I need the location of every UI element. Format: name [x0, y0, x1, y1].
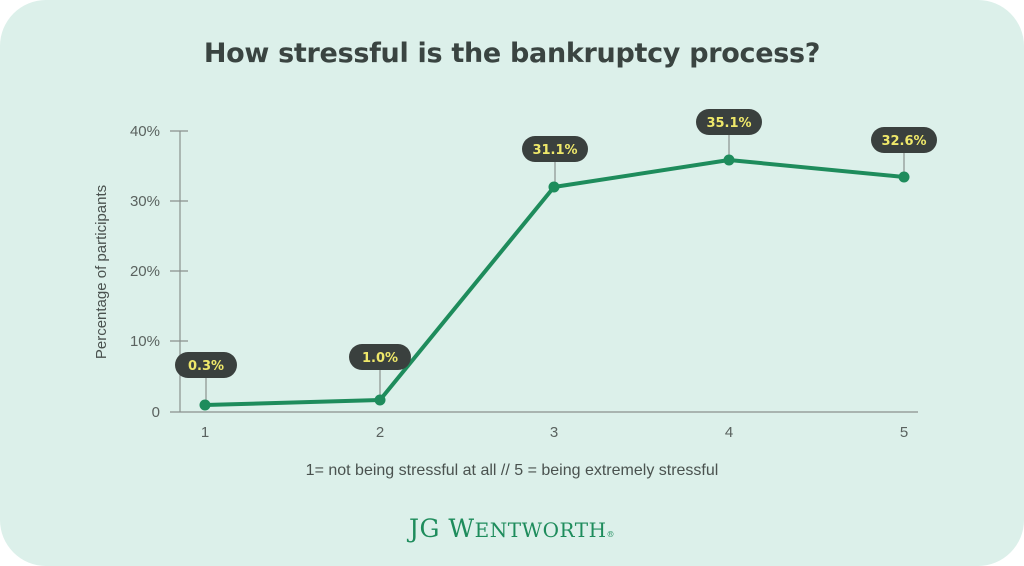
data-points — [199, 154, 910, 411]
label-leaders — [205, 135, 905, 405]
registered-mark: ® — [606, 530, 616, 539]
svg-text:31.1%: 31.1% — [532, 143, 577, 158]
x-tick-label: 3 — [550, 424, 558, 441]
svg-text:1.0%: 1.0% — [362, 351, 398, 366]
chart-title: How stressful is the bankruptcy process? — [203, 38, 821, 69]
y-tick-label: 30% — [130, 193, 160, 210]
data-point[interactable] — [898, 171, 910, 183]
value-label: 35.1% — [696, 109, 762, 135]
x-tick-label: 5 — [900, 424, 908, 441]
x-axis-caption: 1= not being stressful at all // 5 = bei… — [305, 462, 719, 479]
y-ticks: 40% 30% 20% 10% 0 — [130, 123, 188, 421]
logo-w: W — [448, 514, 475, 543]
svg-text:35.1%: 35.1% — [706, 116, 751, 131]
svg-text:0.3%: 0.3% — [188, 359, 224, 374]
x-tick-label: 2 — [376, 424, 384, 441]
value-label: 31.1% — [522, 136, 588, 162]
y-tick-label: 10% — [130, 333, 160, 350]
x-ticks: 1 2 3 4 5 — [201, 424, 908, 441]
data-point[interactable] — [548, 181, 560, 193]
jg-wentworth-logo: JG WENTWORTH® — [0, 514, 1024, 543]
value-label: 0.3% — [175, 352, 237, 378]
y-axis-label: Percentage of participants — [93, 185, 110, 359]
value-label: 32.6% — [871, 127, 937, 153]
value-label: 1.0% — [349, 344, 411, 370]
series-line — [203, 158, 906, 407]
data-point[interactable] — [199, 399, 211, 411]
logo-entworth: ENTWORTH — [474, 518, 607, 542]
x-tick-label: 4 — [725, 424, 733, 441]
y-tick-label: 40% — [130, 123, 160, 140]
svg-text:32.6%: 32.6% — [881, 134, 926, 149]
y-tick-label: 20% — [130, 263, 160, 280]
y-tick-label: 0 — [152, 404, 160, 421]
data-point[interactable] — [374, 394, 386, 406]
x-tick-label: 1 — [201, 424, 209, 441]
data-point[interactable] — [723, 154, 735, 166]
logo-jg: JG — [408, 514, 440, 543]
